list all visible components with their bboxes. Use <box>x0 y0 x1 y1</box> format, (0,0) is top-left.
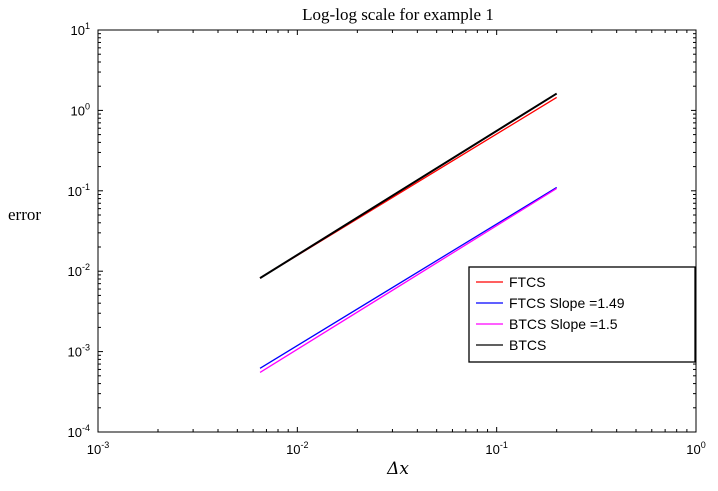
series-line-1 <box>259 186 558 369</box>
legend-label: BTCS <box>509 337 546 353</box>
legend-label: BTCS Slope =1.5 <box>509 316 618 332</box>
y-tick-label: 100 <box>71 101 90 118</box>
y-tick-label: 10-2 <box>68 262 90 279</box>
y-tick-label: 101 <box>71 21 90 38</box>
legend-label: FTCS <box>509 274 546 290</box>
x-tick-label: 10-2 <box>286 440 308 457</box>
legend-label: FTCS Slope =1.49 <box>509 295 625 311</box>
data-series <box>259 92 558 374</box>
x-tick-label: 10-3 <box>87 440 109 457</box>
plot-frame <box>97 29 697 433</box>
series-line-3 <box>259 92 558 279</box>
legend-box <box>468 266 696 363</box>
series-line-2 <box>259 187 558 374</box>
y-axis-label: error <box>8 205 41 224</box>
chart-title: Log-log scale for example 1 <box>302 5 494 24</box>
y-tick-label: 10-1 <box>68 182 90 199</box>
x-tick-label: 10-1 <box>485 440 507 457</box>
legend: FTCS FTCS Slope =1.49 BTCS Slope =1.5 BTCS <box>468 266 696 363</box>
x-tick-label: 100 <box>686 440 705 457</box>
y-tick-label: 10-3 <box>68 343 90 360</box>
x-axis-label: Δx <box>386 459 409 479</box>
y-tick-label: 10-4 <box>68 423 90 440</box>
